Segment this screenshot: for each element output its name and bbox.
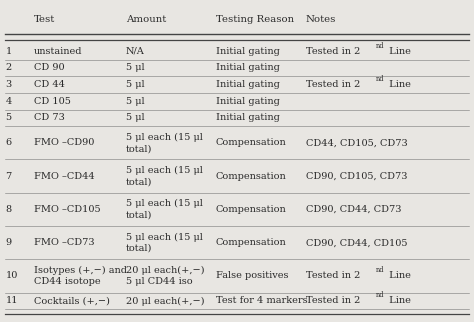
Text: Initial gating: Initial gating: [216, 47, 280, 56]
Text: unstained: unstained: [34, 47, 82, 56]
Text: FMO –CD90: FMO –CD90: [34, 138, 94, 147]
Text: Line: Line: [386, 271, 411, 280]
Text: nd: nd: [375, 266, 384, 274]
Text: Amount: Amount: [126, 15, 166, 24]
Text: Isotypes (+,−) and
CD44 isotope: Isotypes (+,−) and CD44 isotope: [34, 266, 127, 286]
Text: Notes: Notes: [306, 15, 336, 24]
Text: Initial gating: Initial gating: [216, 80, 280, 89]
Text: CD 73: CD 73: [34, 113, 64, 122]
Text: CD44, CD105, CD73: CD44, CD105, CD73: [306, 138, 407, 147]
Text: nd: nd: [375, 42, 384, 50]
Text: False positives: False positives: [216, 271, 288, 280]
Text: Line: Line: [386, 80, 411, 89]
Text: 5 μl: 5 μl: [126, 80, 145, 89]
Text: nd: nd: [375, 291, 384, 299]
Text: 5 μl each (15 μl
total): 5 μl each (15 μl total): [126, 199, 203, 220]
Text: 5 μl: 5 μl: [126, 113, 145, 122]
Text: 8: 8: [5, 205, 11, 214]
Text: 9: 9: [5, 238, 11, 247]
Text: 7: 7: [5, 172, 12, 181]
Text: CD90, CD44, CD73: CD90, CD44, CD73: [306, 205, 401, 214]
Text: 5 μl each (15 μl
total): 5 μl each (15 μl total): [126, 166, 203, 186]
Text: 20 μl each(+,−)
5 μl CD44 iso: 20 μl each(+,−) 5 μl CD44 iso: [126, 266, 204, 286]
Text: CD90, CD44, CD105: CD90, CD44, CD105: [306, 238, 407, 247]
Text: 5 μl each (15 μl
total): 5 μl each (15 μl total): [126, 133, 203, 153]
Text: Initial gating: Initial gating: [216, 113, 280, 122]
Text: 6: 6: [5, 138, 11, 147]
Text: 20 μl each(+,−): 20 μl each(+,−): [126, 296, 204, 306]
Text: Test: Test: [34, 15, 55, 24]
Text: Compensation: Compensation: [216, 205, 286, 214]
Text: Initial gating: Initial gating: [216, 63, 280, 72]
Text: Tested in 2: Tested in 2: [306, 297, 360, 306]
Text: Testing Reason: Testing Reason: [216, 15, 294, 24]
Text: 4: 4: [5, 97, 12, 106]
Text: Tested in 2: Tested in 2: [306, 80, 360, 89]
Text: Tested in 2: Tested in 2: [306, 271, 360, 280]
Text: nd: nd: [375, 75, 384, 83]
Text: Compensation: Compensation: [216, 172, 286, 181]
Text: 5 μl: 5 μl: [126, 97, 145, 106]
Text: Cocktails (+,−): Cocktails (+,−): [34, 297, 109, 306]
Text: Compensation: Compensation: [216, 238, 286, 247]
Text: 5 μl: 5 μl: [126, 63, 145, 72]
Text: Test for 4 markers: Test for 4 markers: [216, 297, 307, 306]
Text: Line: Line: [386, 297, 411, 306]
Text: CD90, CD105, CD73: CD90, CD105, CD73: [306, 172, 407, 181]
Text: 11: 11: [5, 297, 18, 306]
Text: CD 105: CD 105: [34, 97, 71, 106]
Text: 10: 10: [5, 271, 18, 280]
Text: N/A: N/A: [126, 47, 145, 56]
Text: 5: 5: [5, 113, 11, 122]
Text: FMO –CD44: FMO –CD44: [34, 172, 94, 181]
Text: Tested in 2: Tested in 2: [306, 47, 360, 56]
Text: 2: 2: [5, 63, 12, 72]
Text: Initial gating: Initial gating: [216, 97, 280, 106]
Text: Compensation: Compensation: [216, 138, 286, 147]
Text: 1: 1: [5, 47, 12, 56]
Text: 5 μl each (15 μl
total): 5 μl each (15 μl total): [126, 232, 203, 253]
Text: 3: 3: [5, 80, 12, 89]
Text: CD 90: CD 90: [34, 63, 64, 72]
Text: FMO –CD73: FMO –CD73: [34, 238, 94, 247]
Text: FMO –CD105: FMO –CD105: [34, 205, 100, 214]
Text: CD 44: CD 44: [34, 80, 64, 89]
Text: Line: Line: [386, 47, 411, 56]
